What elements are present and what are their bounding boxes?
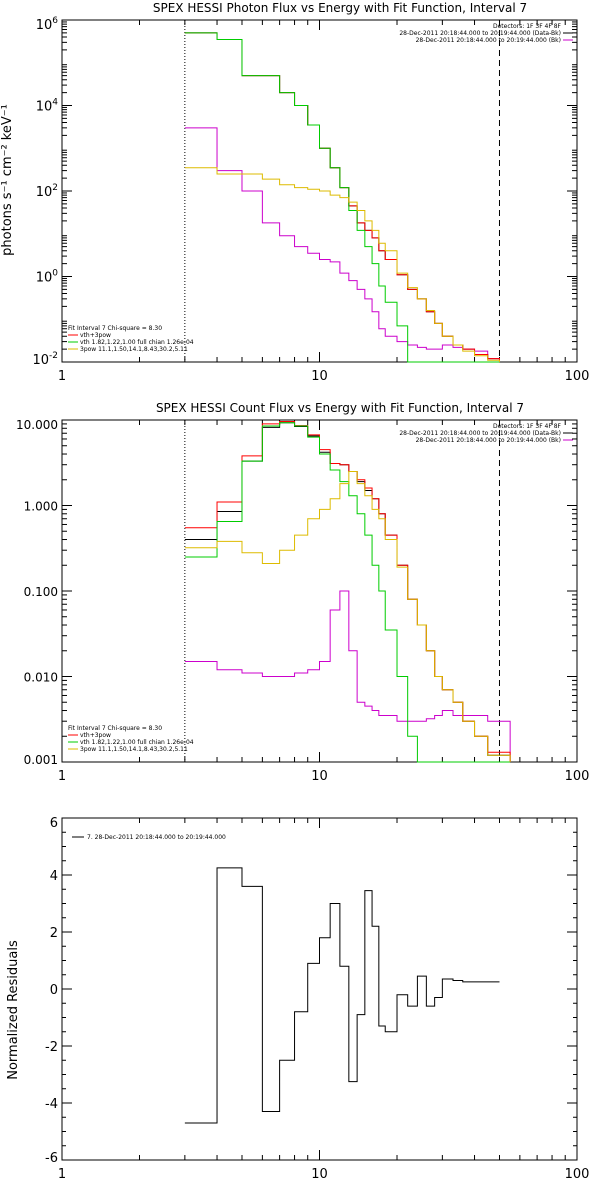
x-tick-label: 1 [58,769,66,784]
y-tick-label: 0.010 [24,671,58,685]
photon-flux-panel: SPEX HESSI Photon Flux vs Energy with Fi… [0,1,589,384]
y-tick-label: -4 [45,1097,58,1112]
count-flux-panel: SPEX HESSI Count Flux vs Energy with Fit… [16,401,589,784]
y-tick-label: 6 [50,816,58,831]
residuals-ticks: 1 10 100 -6 -4 -2 0 2 4 6 [45,816,589,1182]
residuals-ylabel: Normalized Residuals [6,940,21,1080]
count-flux-ticks: 1 10 100 0.001 0.010 0.100 1.000 10.000 [16,418,589,784]
x-tick-label: 1 [58,369,66,384]
photon-flux-title: SPEX HESSI Photon Flux vs Energy with Fi… [153,1,527,15]
x-tick-label: 10 [311,369,328,384]
y-tick-label: 106 [36,16,59,33]
legend-entry: vth+3pow [80,732,111,739]
series-line-vth-3pow [184,421,511,762]
y-tick-label: 100 [36,269,59,286]
y-tick-label: 10.000 [16,418,58,432]
header-line: 28-Dec-2011 20:18:44.000 to 20:19:44.000… [399,430,561,437]
residuals-legend: 7. 28-Dec-2011 20:18:44.000 to 20:19:44.… [72,834,226,841]
header-line: 28-Dec-2011 20:18:44.000 to 20:19:44.000… [416,37,561,44]
y-tick-label: 1.000 [24,500,58,514]
y-tick-label: 0.100 [24,585,58,599]
legend-entry: 3pow 11.1,1.50,14.1,8.43,30.2,5.11 [80,346,188,353]
count-flux-title: SPEX HESSI Count Flux vs Energy with Fit… [156,401,524,415]
y-tick-label: 4 [50,869,58,884]
x-tick-label: 1 [58,1167,66,1182]
legend-entry: vth 1.82,1.22,1.00 full chian 1.26e-04 [80,739,194,746]
series-line-data-bk [184,422,511,762]
photon-flux-series [184,32,500,363]
y-tick-label: 0 [50,983,58,998]
series-line-bk [184,590,511,762]
legend-entry: Fit Interval 7 Chi-square = 8.30 [68,325,162,332]
count-flux-series [184,421,511,763]
residuals-panel: Normalized Residuals 1 10 100 -6 -4 -2 0 2 4 6 7.… [6,816,589,1182]
legend-entry: Fit Interval 7 Chi-square = 8.30 [68,725,162,732]
photon-flux-legend: Fit Interval 7 Chi-square = 8.30vth+3pow… [68,325,194,353]
header-line: Detectors: 1F 3F 4F 8F [493,423,562,430]
x-tick-label: 10 [311,1167,328,1182]
series-line-3pow [184,470,511,762]
count-flux-legend: Fit Interval 7 Chi-square = 8.30vth+3pow… [68,725,194,753]
header-line: 28-Dec-2011 20:18:44.000 to 20:19:44.000… [416,437,561,444]
header-line: Detectors: 1F 3F 4F 8F [493,23,562,30]
series-line-vth [184,32,500,363]
series-line-3pow [184,167,500,362]
residuals-axes-frame [61,817,578,1161]
header-line: 28-Dec-2011 20:18:44.000 to 20:19:44.000… [399,30,561,37]
y-tick-label: 0.001 [24,753,58,767]
x-tick-label: 100 [565,769,590,784]
legend-entry: vth+3pow [80,332,111,339]
x-tick-label: 100 [565,1167,590,1182]
y-tick-label: -2 [45,1040,58,1055]
photon-flux-ticks: 1 10 100 10-2 100 102 104 106 [32,16,589,384]
y-tick-label: 10-2 [32,351,58,368]
y-tick-label: 102 [36,183,58,200]
series-line-vth [184,422,511,763]
photon-flux-ylabel: photons s⁻¹ cm⁻² keV⁻¹ [0,104,15,256]
x-tick-label: 100 [565,369,590,384]
x-tick-label: 10 [311,769,328,784]
y-tick-label: -6 [45,1151,58,1166]
legend-entry: vth 1.82,1.22,1.00 full chian 1.26e-04 [80,339,194,346]
y-tick-label: 104 [36,98,59,115]
residuals-series [184,867,500,1124]
legend-entry: 3pow 11.1,1.50,14.1,8.43,30.2,5.11 [80,746,188,753]
y-tick-label: 2 [50,926,58,941]
legend-entry: 7. 28-Dec-2011 20:18:44.000 to 20:19:44.… [87,834,226,841]
series-line-bk [184,127,500,362]
series-line-residuals [184,867,500,1124]
